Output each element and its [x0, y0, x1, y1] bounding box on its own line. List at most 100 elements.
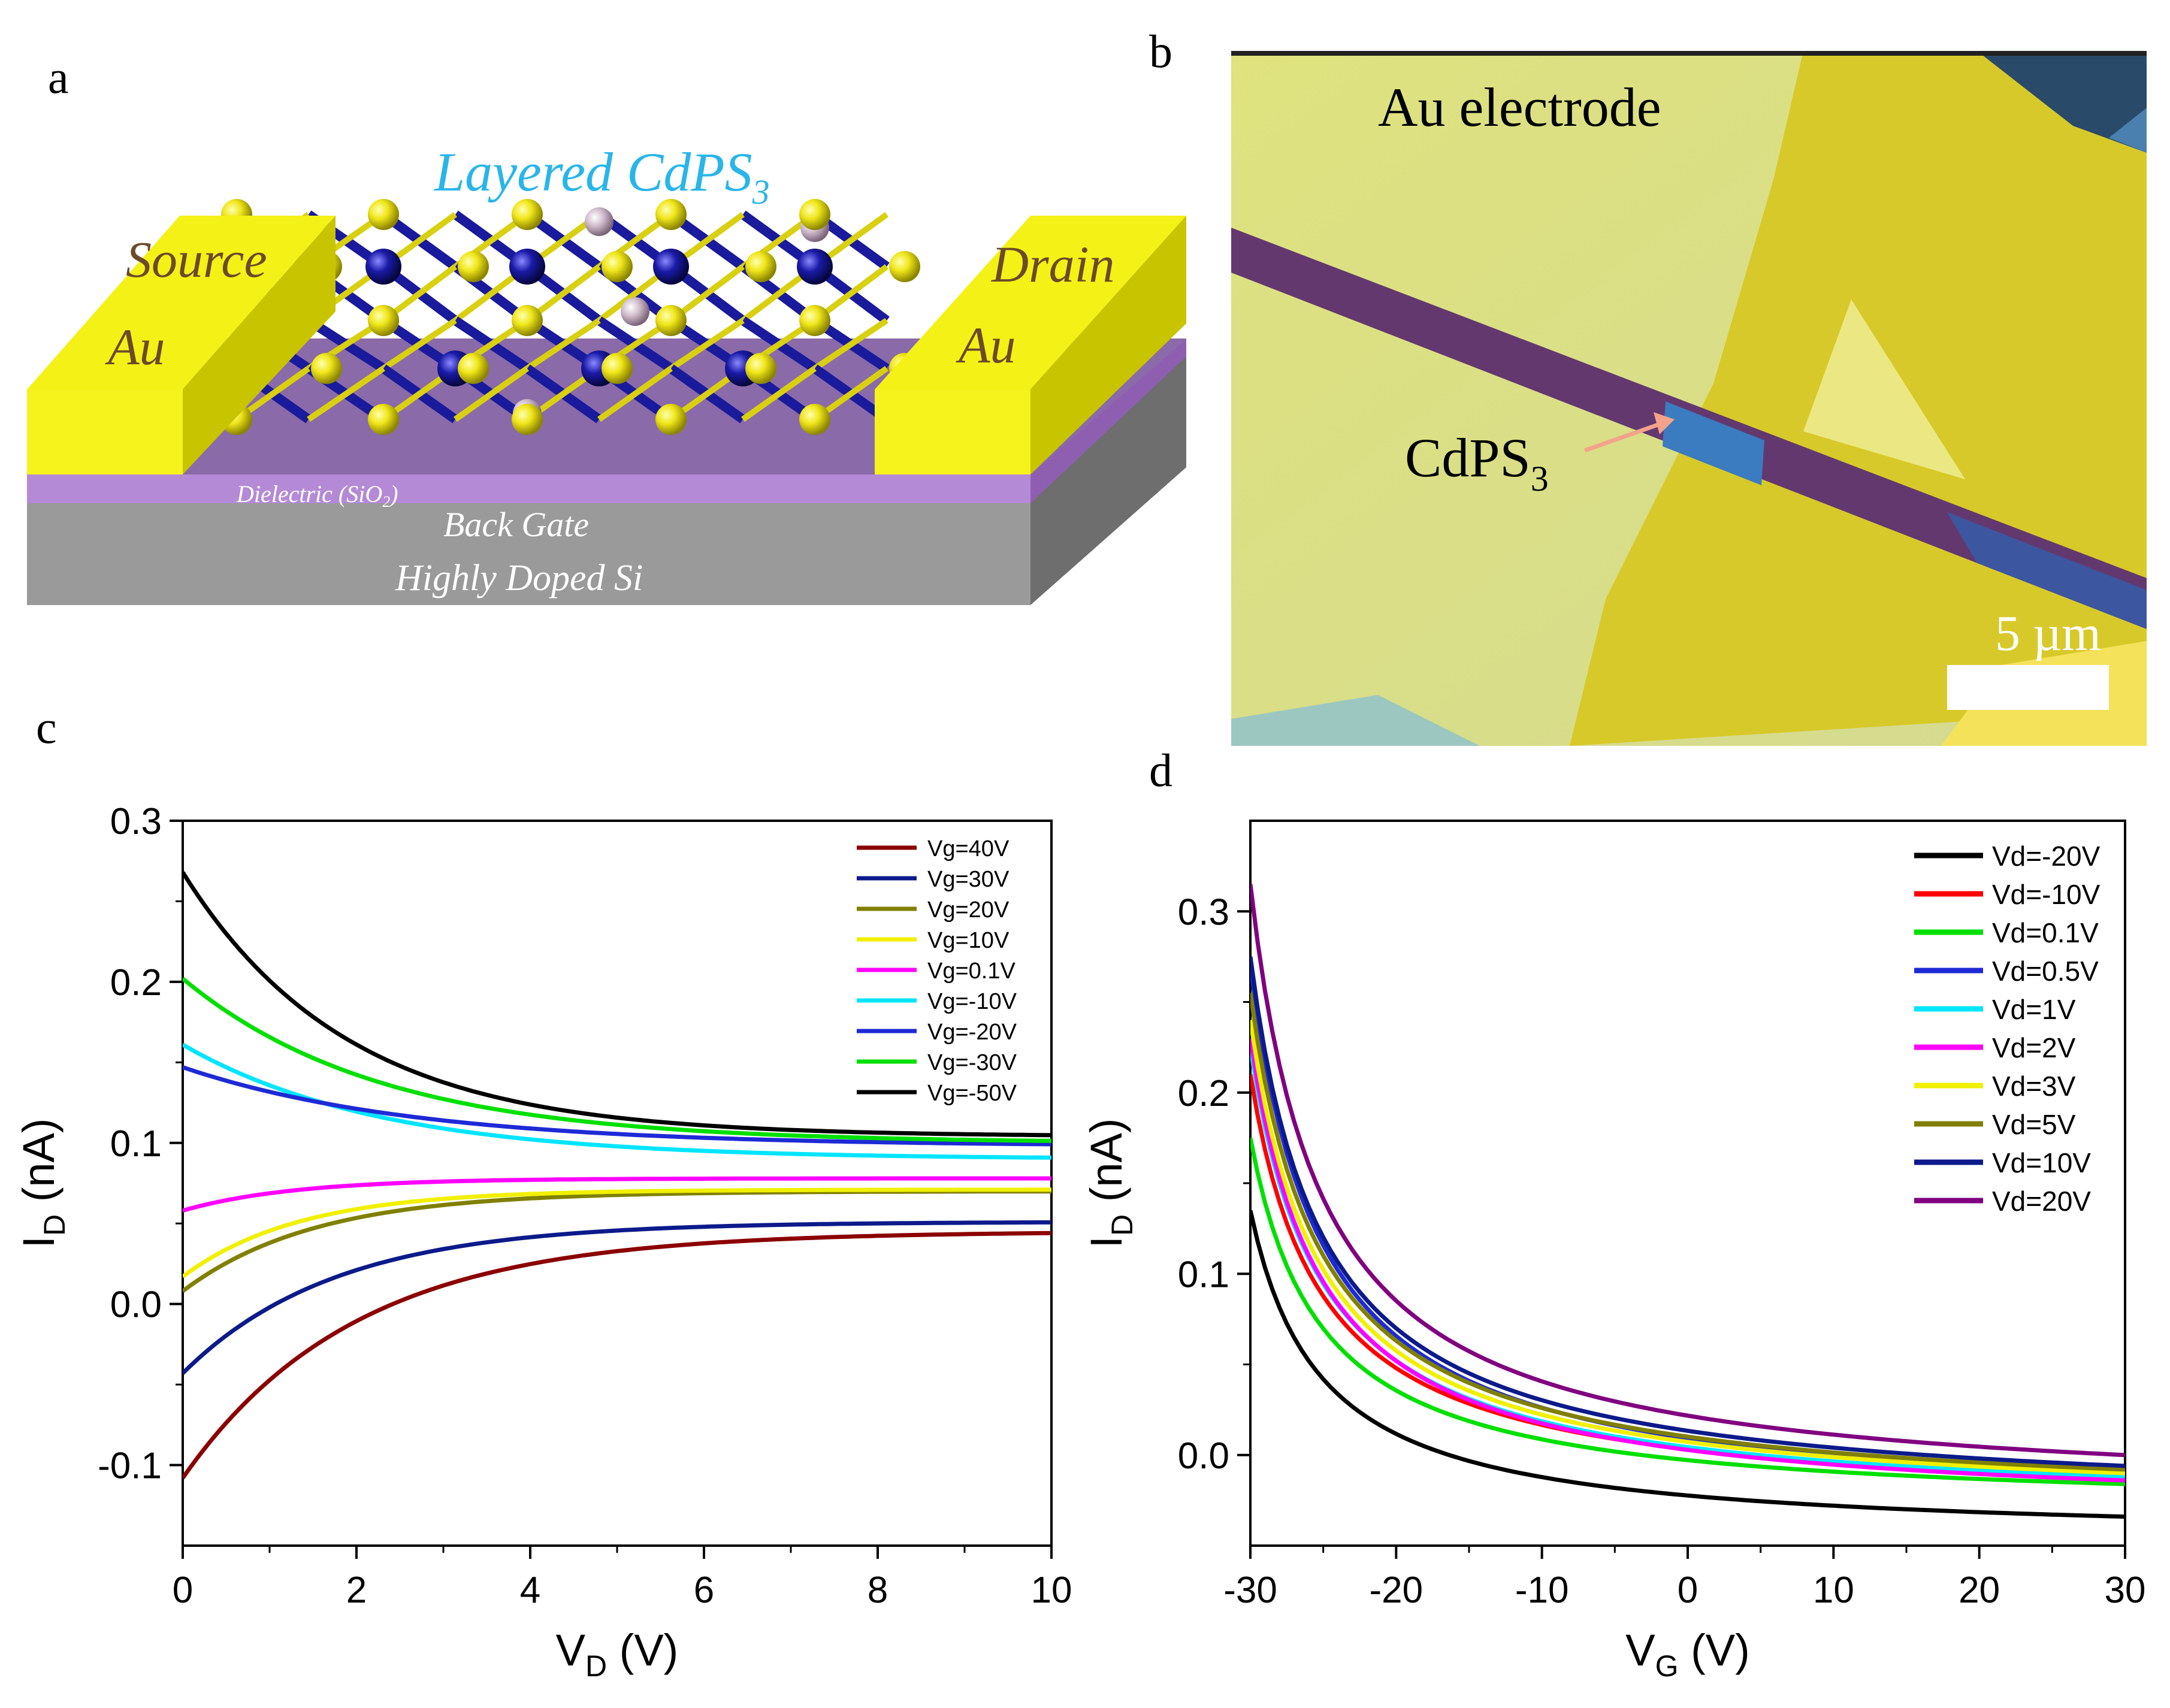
sulfur-atom — [602, 353, 633, 384]
substrate-side-face — [1030, 338, 1186, 605]
flake-arrow-head — [1654, 412, 1675, 434]
lattice-bond — [382, 318, 457, 371]
x-tick-label: 0 — [173, 1570, 193, 1611]
x-tick-label: 0 — [1678, 1570, 1698, 1611]
y-tick-label: 0.0 — [1178, 1435, 1229, 1477]
source-top-face — [27, 216, 336, 389]
series-line — [1250, 1038, 2125, 1483]
sulfur-atom — [368, 199, 399, 230]
sulfur-atom — [799, 404, 830, 435]
legend-label: Vg=-30V — [927, 1050, 1017, 1075]
legend-label: Vd=0.5V — [1992, 956, 2099, 987]
y-axis-title: ID (nA) — [14, 1118, 71, 1248]
series-line — [183, 1189, 1051, 1293]
legend-label: Vd=2V — [1992, 1032, 2076, 1063]
lattice-bond — [669, 318, 745, 371]
bright-flake-region — [1803, 300, 1965, 479]
sulfur-atom — [512, 199, 543, 230]
lattice-bond — [525, 318, 601, 371]
drain-electrode — [875, 216, 1186, 474]
chart-c: 0 2 4 6 8 10 -0.1 0.0 0.1 0.2 0.3 VD (V) ID (nA) Vg=4… — [14, 801, 1072, 1683]
top-right-blue-region — [2109, 108, 2147, 153]
lattice-bond — [813, 318, 888, 371]
series-line — [1250, 1210, 2125, 1519]
x-tick-label: -20 — [1370, 1570, 1424, 1611]
back-gate-label: Back Gate — [443, 505, 589, 544]
micrograph-top-edge — [1231, 51, 2147, 56]
panel-c: c 0 2 4 6 8 10 -0.1 0.0 0.1 0.2 0.3 VD (V) ID (nA) Vg… — [14, 701, 1072, 1683]
lattice-bond — [597, 365, 673, 422]
series-line — [1250, 1137, 2125, 1486]
phosphorus-atom — [621, 297, 649, 326]
cdps3-flake — [1663, 401, 1764, 485]
legend-label: Vg=40V — [927, 836, 1010, 861]
y-axis-title: ID (nA) — [1081, 1118, 1139, 1248]
panel-d-letter: d — [1149, 744, 1172, 796]
series-line — [1250, 992, 2125, 1472]
source-electrode — [27, 216, 336, 474]
panel-d: d -30 -20 -10 0 10 20 30 0.0 0.1 0.2 0.3 VG (V) ID (… — [1081, 744, 2145, 1683]
plot-frame — [182, 820, 1053, 1547]
x-tick-label: -10 — [1515, 1570, 1569, 1611]
series-line — [183, 1065, 1051, 1147]
x-tick-label: 2 — [346, 1570, 367, 1611]
series-line — [1250, 1020, 2125, 1476]
sulfur-atom — [602, 251, 633, 282]
x-tick-label: 10 — [1031, 1570, 1072, 1611]
chart-d: -30 -20 -10 0 10 20 30 0.0 0.1 0.2 0.3 VG (V) ID (nA… — [1081, 820, 2146, 1683]
legend-label: Vd=-20V — [1992, 841, 2101, 872]
panel-c-letter: c — [36, 701, 57, 753]
dielectric-label: Dielectric (SiO2) — [236, 480, 398, 510]
sulfur-atom — [458, 251, 489, 282]
y-tick-label: 0.1 — [110, 1123, 162, 1165]
cadmium-atom — [365, 249, 401, 285]
cadmium-atom — [797, 249, 833, 285]
sulfur-atom — [655, 199, 687, 230]
series-line — [1250, 956, 2125, 1468]
legend-label: Vg=-50V — [927, 1081, 1017, 1106]
legend-label: Vd=20V — [1992, 1186, 2091, 1217]
sulfur-atom — [512, 305, 543, 336]
sulfur-atom — [655, 305, 687, 336]
drain-metal-label: Au — [956, 316, 1016, 374]
lattice-bond — [741, 365, 817, 422]
dielectric-layer — [27, 474, 1030, 503]
drain-top-face — [875, 216, 1186, 389]
legend-label: Vd=3V — [1992, 1071, 2076, 1102]
y-tick-label: -0.1 — [98, 1446, 162, 1487]
x-tick-label: 6 — [694, 1570, 714, 1611]
x-axis-title: VG (V) — [1625, 1625, 1749, 1683]
drain-label: Drain — [991, 235, 1114, 293]
legend-label: Vg=20V — [927, 897, 1010, 923]
series-line — [1250, 884, 2125, 1458]
panel-b: b Au electrode CdPS3 5 µm — [1149, 25, 2147, 746]
series-group — [1250, 884, 2125, 1519]
cadmium-atom — [653, 249, 689, 285]
x-tick-label: 30 — [2105, 1570, 2146, 1611]
panel-b-letter: b — [1149, 25, 1172, 77]
x-tick-label: 4 — [520, 1570, 540, 1611]
dielectric-side-face — [1030, 338, 1186, 503]
series-group — [183, 871, 1051, 1480]
y-tick-label: 0.3 — [1178, 891, 1229, 933]
sulfur-atom — [745, 251, 776, 282]
phosphorus-atom — [585, 207, 613, 236]
source-label: Source — [126, 231, 267, 288]
panel-a-letter: a — [48, 51, 69, 103]
x-tick-label: 20 — [1959, 1570, 2000, 1611]
series-line — [183, 977, 1051, 1143]
sulfur-atom — [512, 404, 543, 435]
x-tick-label: 10 — [1813, 1570, 1854, 1611]
legend-label: Vg=-20V — [927, 1020, 1017, 1045]
legend-label: Vg=0.1V — [927, 959, 1016, 984]
x-axis-title: VD (V) — [556, 1625, 679, 1683]
bottom-left-region — [1231, 695, 1480, 746]
legend-label: Vg=30V — [927, 867, 1010, 892]
sulfur-atom — [889, 251, 920, 282]
legend-label: Vg=10V — [927, 928, 1010, 953]
y-tick-label: 0.3 — [110, 801, 162, 842]
sulfur-atom — [745, 353, 776, 384]
panel-a: a Layered CdPS3 Source Au Drain Au Diele — [27, 51, 1186, 605]
au-electrode-label: Au electrode — [1378, 77, 1661, 138]
